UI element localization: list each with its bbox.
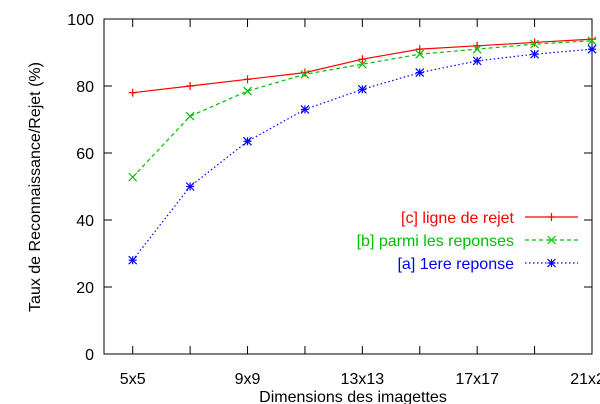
data-point xyxy=(128,255,138,265)
data-point xyxy=(415,68,425,78)
data-point xyxy=(186,82,195,90)
data-point xyxy=(243,75,252,84)
data-point xyxy=(128,88,137,97)
x-tick-label: 5x5 xyxy=(120,371,146,388)
data-point xyxy=(185,111,195,121)
legend-label: [a] 1ere reponse xyxy=(397,256,514,273)
x-tick-label: 9x9 xyxy=(235,371,261,388)
data-point xyxy=(530,38,539,47)
data-point xyxy=(357,84,367,94)
data-point xyxy=(300,68,309,77)
data-point xyxy=(358,55,367,64)
data-point xyxy=(530,39,540,49)
legend-marker xyxy=(547,213,556,221)
data-point xyxy=(415,45,424,54)
data-point xyxy=(243,86,252,96)
legend-label: [c] ligne de rejet xyxy=(401,210,515,227)
data-point xyxy=(243,136,252,146)
y-axis-title: Taux de Reconnaissance/Rejet (%) xyxy=(27,62,44,312)
data-point xyxy=(300,105,310,114)
series-line xyxy=(132,48,593,261)
x-axis-title: Dimensions des imagettes xyxy=(259,389,447,404)
data-point xyxy=(588,35,596,44)
series-line xyxy=(132,38,593,94)
data-point xyxy=(300,69,310,79)
y-tick-label: 80 xyxy=(76,79,94,96)
y-tick-label: 40 xyxy=(76,213,94,230)
x-tick-label: 21x21 xyxy=(570,371,600,388)
data-point xyxy=(357,59,367,69)
legend-marker xyxy=(547,258,556,268)
y-tick-label: 100 xyxy=(67,12,94,29)
data-point xyxy=(128,172,138,182)
y-tick-label: 60 xyxy=(76,146,94,163)
y-tick-label: 0 xyxy=(85,347,94,364)
data-point xyxy=(587,36,597,46)
legend-label: [b] parmi les reponses xyxy=(357,233,514,250)
data-point xyxy=(185,182,195,191)
x-tick-label: 13x13 xyxy=(341,371,385,388)
data-point xyxy=(587,44,597,54)
data-point xyxy=(530,49,540,59)
data-point xyxy=(472,44,482,54)
data-point xyxy=(472,56,482,66)
x-tick-label: 17x17 xyxy=(455,371,499,388)
y-tick-label: 20 xyxy=(76,280,94,297)
plot-frame xyxy=(103,18,593,355)
data-point xyxy=(415,49,425,59)
legend-marker xyxy=(547,235,556,245)
